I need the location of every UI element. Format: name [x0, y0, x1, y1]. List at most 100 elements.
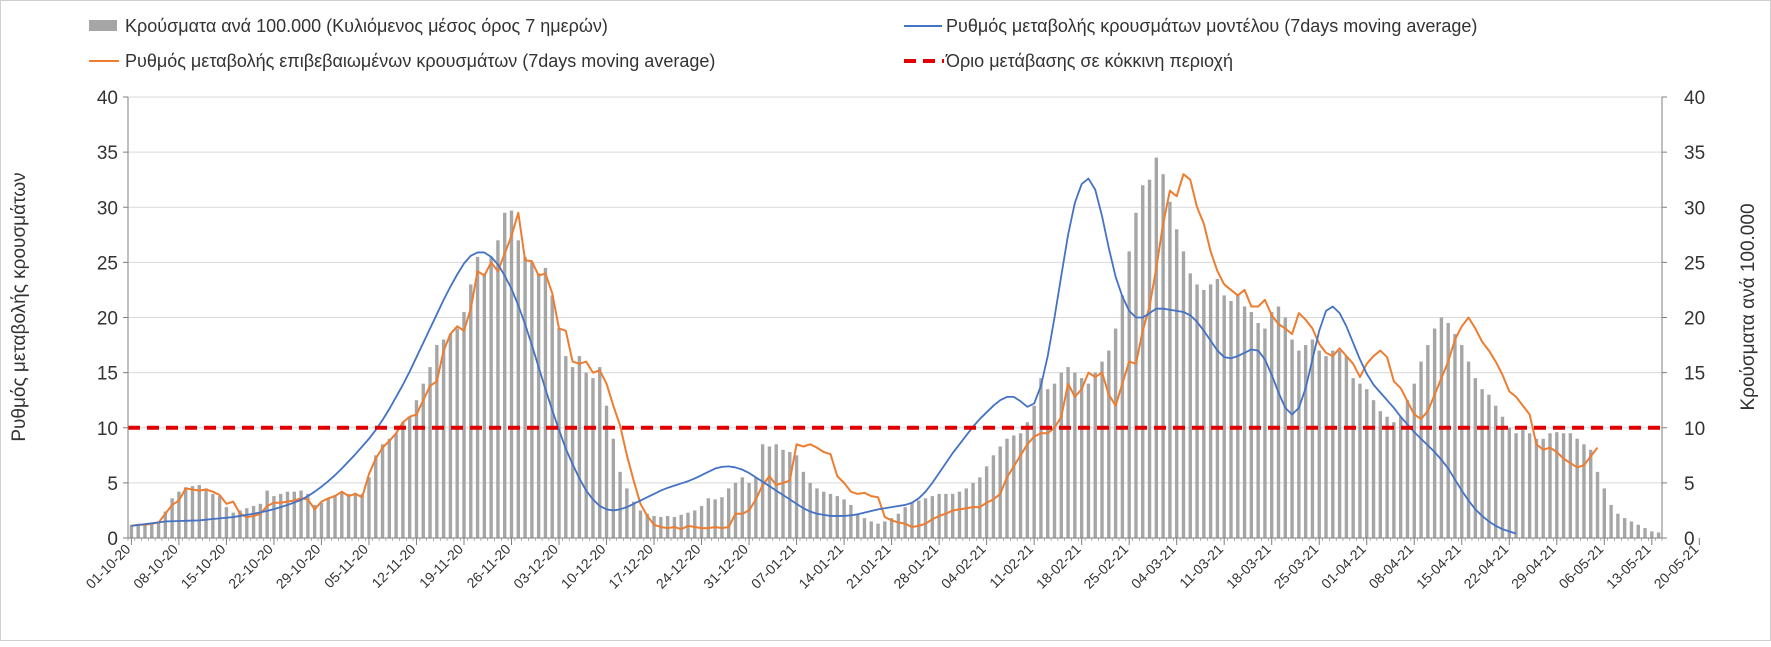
bar — [1344, 356, 1349, 538]
bar — [1100, 361, 1104, 538]
x-tick-label: 05-11-20 — [321, 541, 371, 591]
bar — [1358, 383, 1362, 538]
bar — [170, 498, 174, 538]
bar — [1141, 185, 1145, 538]
legend-label-confirmed: Ρυθμός μεταβολής επιβεβαιωμένων κρουσμάτ… — [125, 51, 715, 71]
bar — [957, 491, 962, 538]
bar — [1134, 212, 1138, 538]
bar — [1222, 295, 1226, 538]
bar — [292, 491, 296, 538]
legend-label-threshold: Όριο μετάβασης σε κόκκινη περιοχή — [945, 51, 1233, 71]
bar — [1609, 504, 1613, 538]
bar — [346, 493, 351, 538]
bar — [733, 482, 738, 539]
y-tick-label-left: 10 — [97, 419, 118, 440]
bar — [543, 267, 548, 538]
bar — [1534, 438, 1539, 538]
bar — [1303, 345, 1308, 538]
bar — [883, 521, 887, 538]
x-tick-label: 03-12-20 — [510, 541, 561, 592]
bar — [279, 493, 283, 538]
bar — [1154, 157, 1159, 538]
bar — [1079, 378, 1084, 538]
bar — [245, 508, 249, 538]
bar — [1521, 429, 1525, 538]
bar — [930, 496, 935, 538]
bar — [760, 444, 765, 538]
bar — [394, 433, 398, 538]
bar — [1283, 317, 1287, 538]
bar — [1073, 372, 1077, 539]
bar — [1595, 471, 1600, 538]
bar — [1426, 345, 1430, 538]
bar — [1432, 328, 1437, 538]
bar — [326, 498, 330, 538]
x-tick-label: 15-04-21 — [1413, 541, 1464, 592]
bar — [1263, 328, 1267, 538]
bar — [401, 422, 405, 538]
x-tick-label: 14-01-21 — [795, 541, 846, 592]
bar — [1066, 367, 1070, 538]
y-tick-label-right: 0 — [1684, 529, 1695, 550]
y-tick-label-right: 30 — [1684, 198, 1705, 219]
bar — [224, 507, 229, 538]
bar — [944, 493, 948, 538]
y-tick-label-right: 20 — [1684, 309, 1705, 330]
bar — [129, 524, 134, 538]
bar — [184, 487, 188, 538]
bar — [917, 500, 921, 538]
x-tick-label: 29-04-21 — [1508, 541, 1559, 592]
bar — [1405, 400, 1410, 538]
bar — [360, 493, 364, 538]
x-tick-label: 10-12-20 — [558, 541, 609, 592]
line-series — [128, 173, 1662, 535]
y-axis-title-left: Ρυθμός μεταβολής κρουσμάτων — [9, 172, 30, 441]
bar — [1473, 378, 1478, 538]
bar — [299, 490, 303, 538]
bar — [794, 455, 799, 538]
bar — [1487, 394, 1491, 538]
bar — [441, 339, 446, 538]
legend-swatch-bars — [89, 20, 117, 31]
x-tick-label: 08-10-20 — [130, 541, 181, 592]
bar — [808, 482, 812, 539]
bar — [1113, 328, 1118, 538]
bar — [435, 345, 439, 538]
bar — [706, 498, 711, 538]
y-tick-label-left: 35 — [97, 143, 118, 164]
bar — [1256, 323, 1260, 538]
bar — [801, 471, 806, 538]
bar — [1616, 513, 1620, 538]
bar — [421, 383, 425, 538]
y-axis-title-right: Κρούσματα ανά 100.000 — [1738, 203, 1759, 410]
bar — [903, 507, 907, 538]
bar — [1351, 378, 1355, 538]
bar — [910, 502, 914, 538]
bar — [1052, 383, 1057, 538]
bar — [1337, 350, 1342, 538]
bar — [1181, 251, 1186, 538]
bar — [1419, 361, 1423, 538]
legend-label-bars: Κρούσματα ανά 100.000 (Κυλιόμενος μέσος … — [125, 16, 608, 36]
bar — [1005, 438, 1009, 538]
bar — [665, 515, 670, 538]
x-tick-label: 01-04-21 — [1318, 541, 1369, 592]
bar — [1297, 350, 1301, 538]
bar — [509, 210, 514, 538]
bar — [536, 273, 541, 538]
bar — [1202, 289, 1206, 538]
x-tick-label: 18-02-21 — [1033, 541, 1084, 592]
bar — [652, 515, 656, 538]
y-tick-label-right: 10 — [1684, 419, 1705, 440]
bar — [584, 372, 588, 539]
bar — [1012, 435, 1016, 538]
bar — [353, 492, 358, 538]
bar — [727, 488, 731, 538]
bar — [570, 367, 575, 538]
bar — [1242, 306, 1247, 538]
bar — [923, 498, 928, 538]
bar — [896, 513, 901, 538]
x-tick-label: 24-12-20 — [653, 541, 704, 592]
bar — [1602, 488, 1606, 538]
bar — [496, 240, 500, 538]
